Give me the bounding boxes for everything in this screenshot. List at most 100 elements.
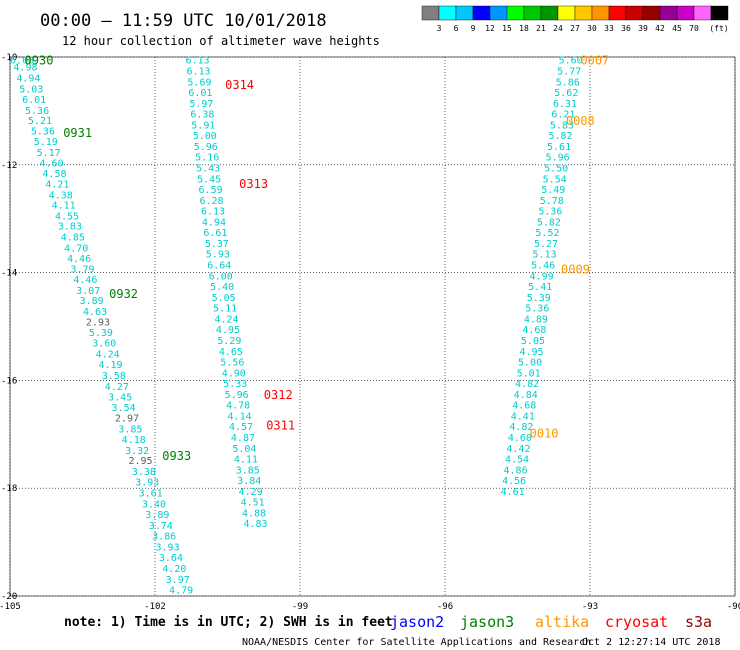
colorbar-swatch [455,5,474,21]
colorbar-swatch [574,5,593,21]
colorbar-swatch [506,5,525,21]
swh-value: 5.43 [196,163,220,174]
swh-value: 4.60 [508,433,532,444]
colorbar-swatch [421,5,440,21]
series-cryosat: 6.136.135.696.015.976.385.915.005.965.16… [185,56,295,531]
swh-value: 6.59 [199,185,223,196]
swh-value: 5.33 [223,379,247,390]
swh-value: 4.38 [49,190,73,201]
swh-value: 5.11 [213,304,237,315]
time-label: 0933 [162,449,191,463]
swh-value: 5.05 [521,336,545,347]
y-tick-label: -12 [1,161,17,171]
swh-value: 5.37 [205,239,229,250]
swh-value: 5.04 [232,444,256,455]
colorbar-unit: (ft) [709,24,728,33]
swh-value: 5.05 [212,293,236,304]
swh-value: 3.61 [139,489,163,500]
chart-grid [9,56,736,597]
swh-value: 3.64 [159,553,183,564]
swh-value: 5.96 [546,153,570,164]
colorbar-label: 33 [604,24,614,33]
swh-value: 4.82 [515,379,539,390]
time-label: 0312 [264,388,293,402]
swh-value: 5.82 [537,217,561,228]
colorbar-label: 45 [672,24,682,33]
swh-value: 5.27 [534,239,558,250]
swh-value: 3.79 [70,264,94,275]
swh-value: 3.93 [135,478,159,489]
chart-marks: 6.084.984.945.036.015.365.215.365.195.17… [10,54,609,597]
swh-value: 4.24 [96,349,120,360]
colorbar-swatch [625,5,644,21]
swh-value: 6.28 [200,196,224,207]
time-label: 0930 [25,54,54,68]
footer-credit: NOAA/NESDIS Center for Satellite Applica… [242,637,591,648]
swh-value: 3.89 [145,510,169,521]
swh-value: 6.13 [185,56,209,67]
swh-value: 3.85 [236,465,260,476]
satellite-legend: jason2 jason3 altika cryosat s3a [390,613,712,631]
swh-value: 5.62 [554,88,578,99]
swh-value: 4.61 [501,487,525,498]
swh-value: 5.49 [541,185,565,196]
swh-value: 4.83 [243,519,267,530]
time-label: 0009 [561,262,590,276]
swh-value: 4.29 [239,487,263,498]
colorbar-label: 6 [454,24,459,33]
swh-value: 4.70 [64,243,88,254]
time-label: 0008 [566,114,595,128]
swh-value: 5.00 [193,131,217,142]
swh-value: 5.50 [544,163,568,174]
colorbar-swatch [540,5,559,21]
swh-value: 3.45 [108,393,132,404]
swh-value: 5.56 [220,358,244,369]
swh-value: 4.56 [502,476,526,487]
colorbar-swatch [591,5,610,21]
swh-value: 6.13 [186,66,210,77]
colorbar-label: 24 [553,24,563,33]
x-tick-label: -105 [0,602,21,612]
legend-item-cryosat: cryosat [605,613,668,631]
swh-value: 5.01 [517,368,541,379]
swh-value: 5.52 [535,228,559,239]
swh-value: 5.00 [518,358,542,369]
swh-value: 5.40 [210,282,234,293]
swh-value: 5.29 [217,336,241,347]
axis-ticks: -105 -102 -99 -96 -93 -90 -10 -12 -14 -16 -18 -20 [0,53,740,612]
swh-value: 5.96 [225,390,249,401]
swh-value: 4.85 [61,232,85,243]
legend-item-altika: altika [535,613,589,631]
colorbar-swatch [659,5,678,21]
y-tick-label: -18 [1,484,17,494]
swh-value: 5.96 [194,142,218,153]
colorbar-label: 30 [587,24,597,33]
plot-frame [9,56,736,597]
swh-value: 4.87 [231,433,255,444]
swh-value: 4.42 [506,444,530,455]
swh-value: 5.36 [538,207,562,218]
swh-value: 3.07 [76,286,100,297]
swh-value: 4.95 [216,325,240,336]
time-label: 0931 [63,126,92,140]
series-jason3: 6.084.984.945.036.015.365.215.365.195.17… [10,54,193,597]
swh-value: 4.24 [214,314,238,325]
x-tick-label: -102 [144,602,166,612]
swh-value: 4.94 [202,217,226,228]
swh-value: 4.21 [45,180,69,191]
swh-value: 5.19 [34,137,58,148]
swh-value: 4.98 [13,63,37,74]
swh-value: 4.95 [519,347,543,358]
swh-value: 4.46 [67,254,91,265]
swh-value: 3.54 [112,403,136,414]
swh-value: 5.69 [187,77,211,88]
swh-value: 5.36 [25,106,49,117]
time-label: 0314 [225,78,254,92]
swh-value: 4.57 [229,422,253,433]
x-tick-label: -90 [727,602,740,612]
swh-value: 4.55 [55,211,79,222]
swh-value: 4.18 [122,435,146,446]
colorbar-label: 15 [502,24,512,33]
swh-value: 5.03 [19,84,43,95]
